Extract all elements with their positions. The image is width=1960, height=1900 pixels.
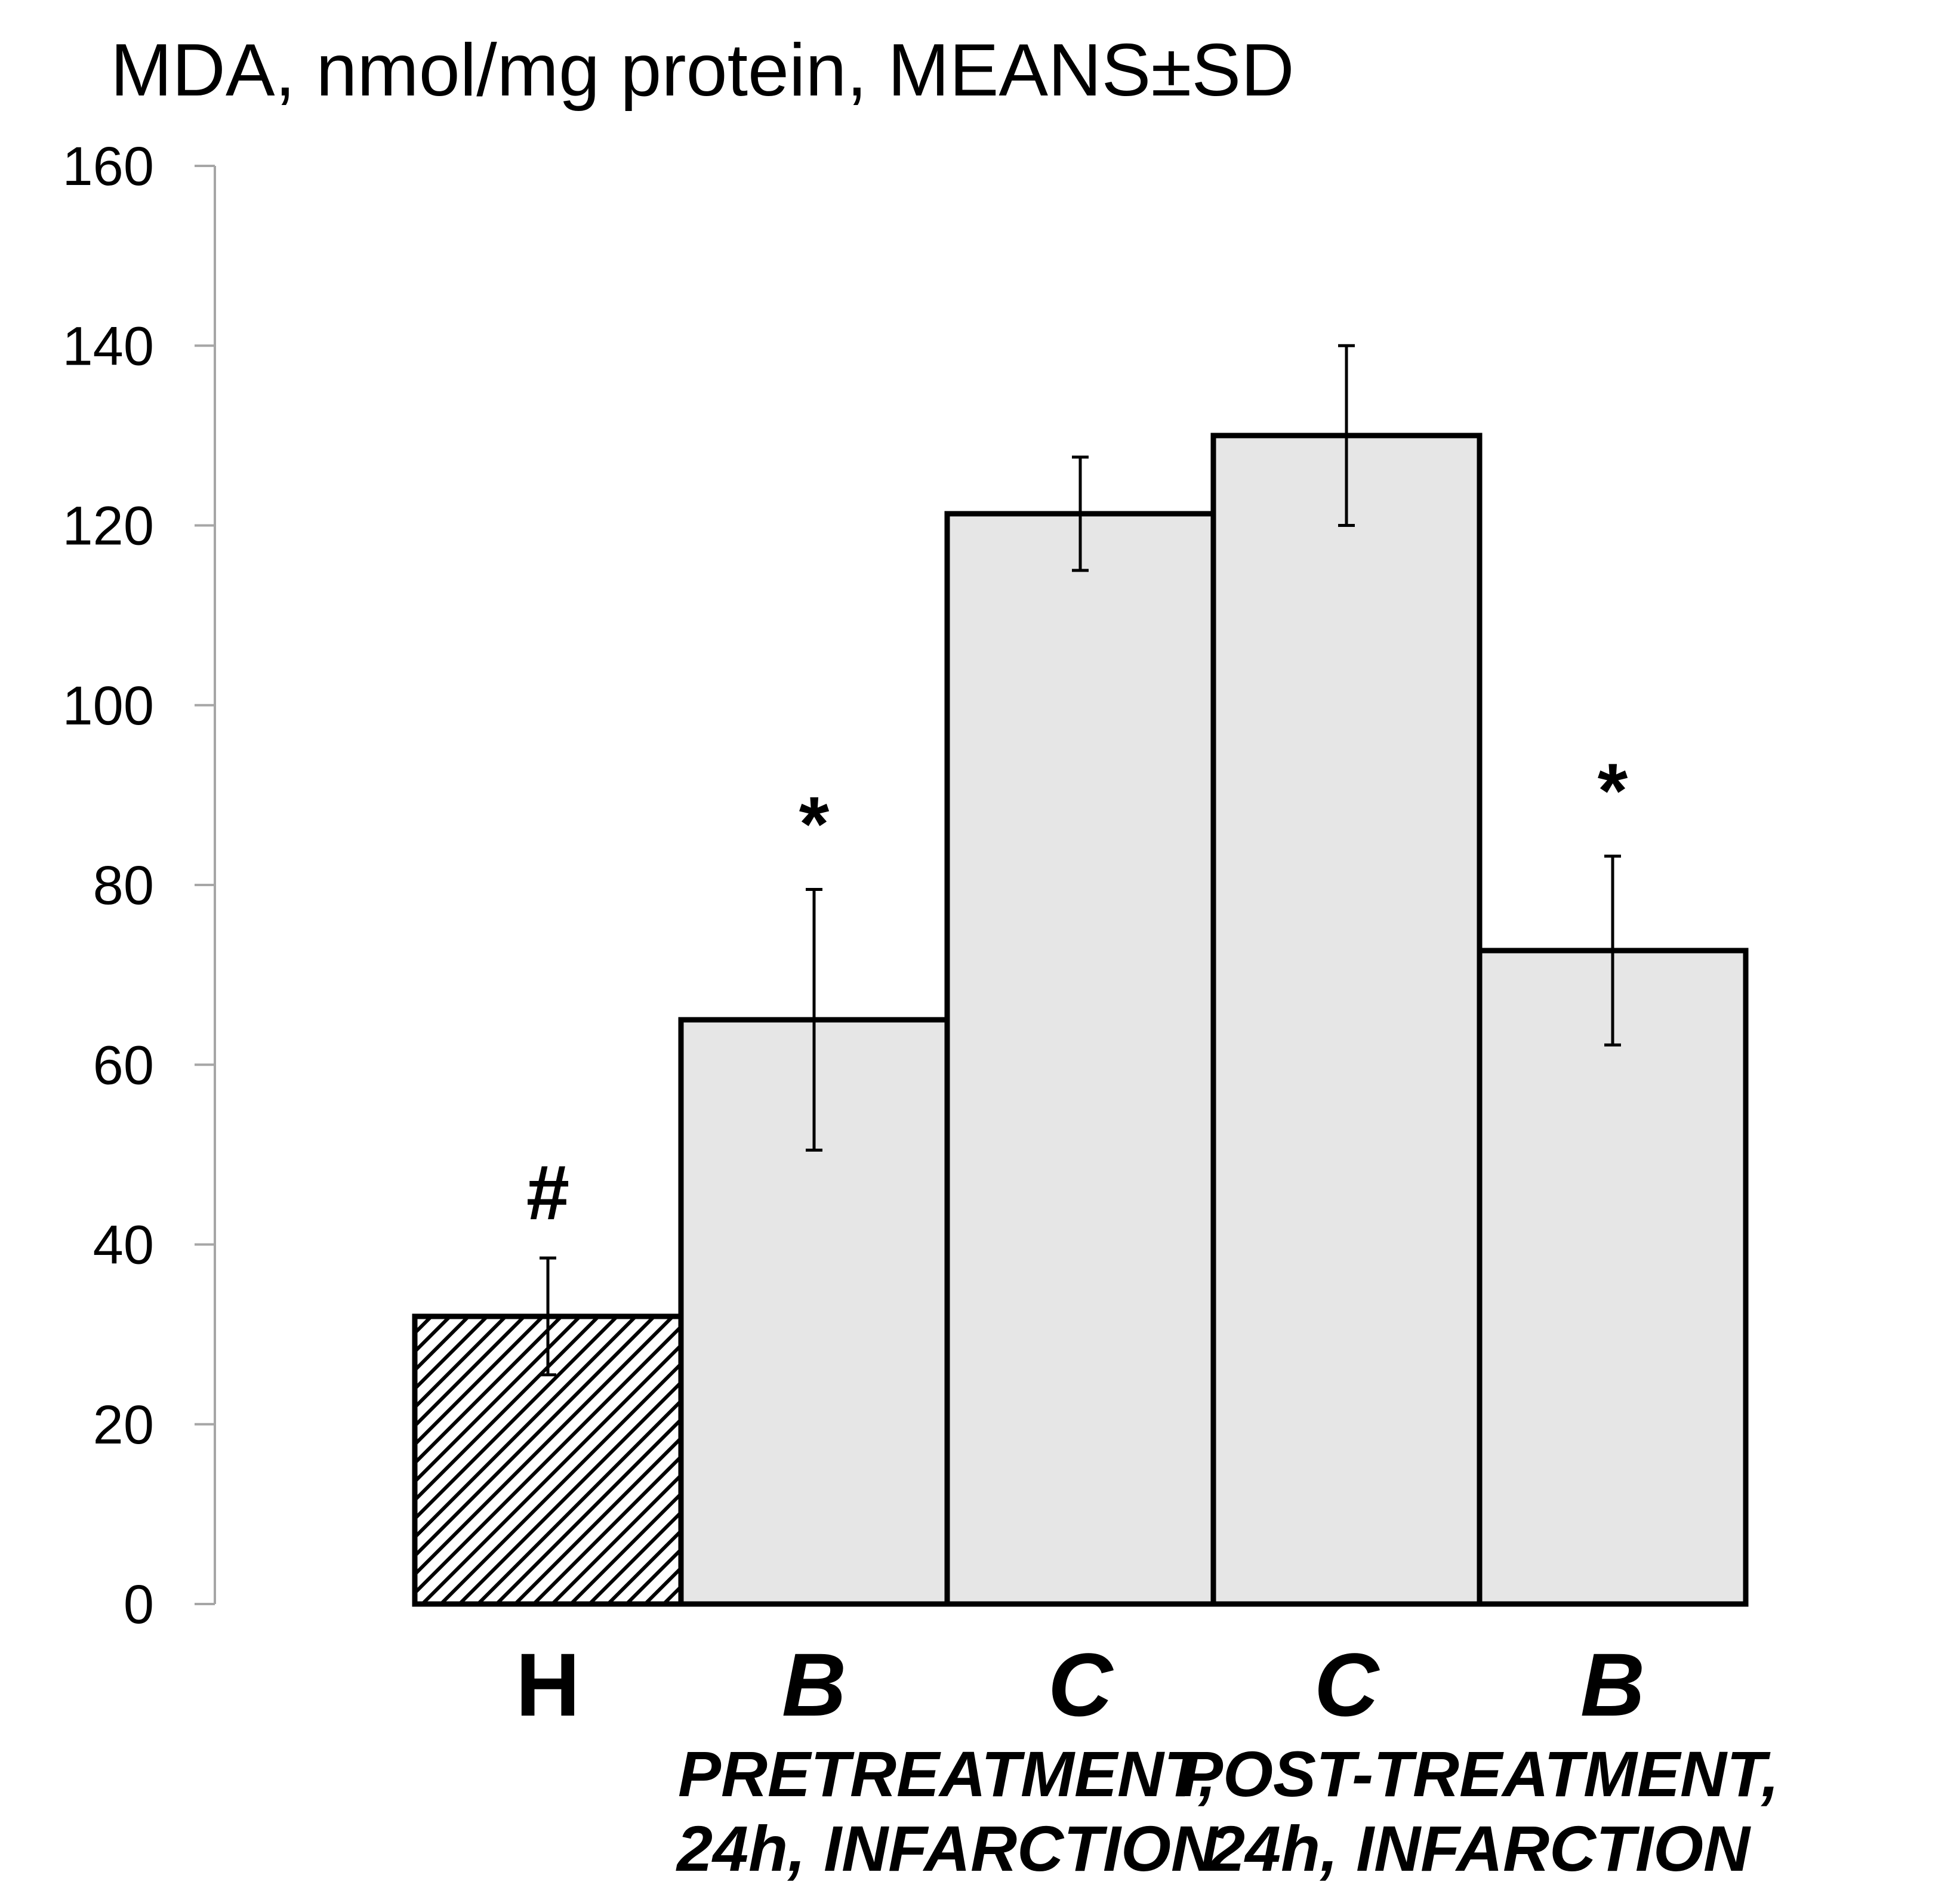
y-tick-label: 0 bbox=[124, 1574, 154, 1635]
y-tick-label: 140 bbox=[63, 316, 155, 377]
group-label-line2: 24h, INFARCTION bbox=[676, 1812, 1219, 1884]
group-label-line1: PRETREATMENT, bbox=[678, 1738, 1216, 1810]
category-label: H bbox=[516, 1634, 580, 1735]
y-tick-label: 100 bbox=[63, 676, 155, 736]
category-label: C bbox=[1314, 1634, 1380, 1735]
bar bbox=[1210, 433, 1483, 1607]
group-label-line1: POST-TREATMENT, bbox=[1180, 1738, 1779, 1810]
category-label: C bbox=[1048, 1634, 1114, 1735]
category-label: B bbox=[782, 1634, 846, 1735]
group-label-line2: 24h, INFARCTION bbox=[1208, 1812, 1751, 1884]
category-label: B bbox=[1580, 1634, 1645, 1735]
bar bbox=[1477, 948, 1749, 1607]
significance-marker: * bbox=[1598, 747, 1628, 834]
y-tick-label: 40 bbox=[93, 1215, 154, 1276]
chart-title: MDA, nmol/mg protein, MEANS±SD bbox=[110, 29, 1295, 112]
bar bbox=[678, 1017, 950, 1607]
y-tick-label: 160 bbox=[63, 136, 155, 197]
significance-marker: # bbox=[526, 1149, 569, 1236]
significance-marker: * bbox=[799, 781, 830, 868]
bar bbox=[944, 511, 1216, 1607]
y-tick-label: 60 bbox=[93, 1035, 154, 1096]
y-tick-label: 120 bbox=[63, 496, 155, 557]
y-tick-label: 20 bbox=[93, 1395, 154, 1455]
y-tick-label: 80 bbox=[93, 855, 154, 916]
